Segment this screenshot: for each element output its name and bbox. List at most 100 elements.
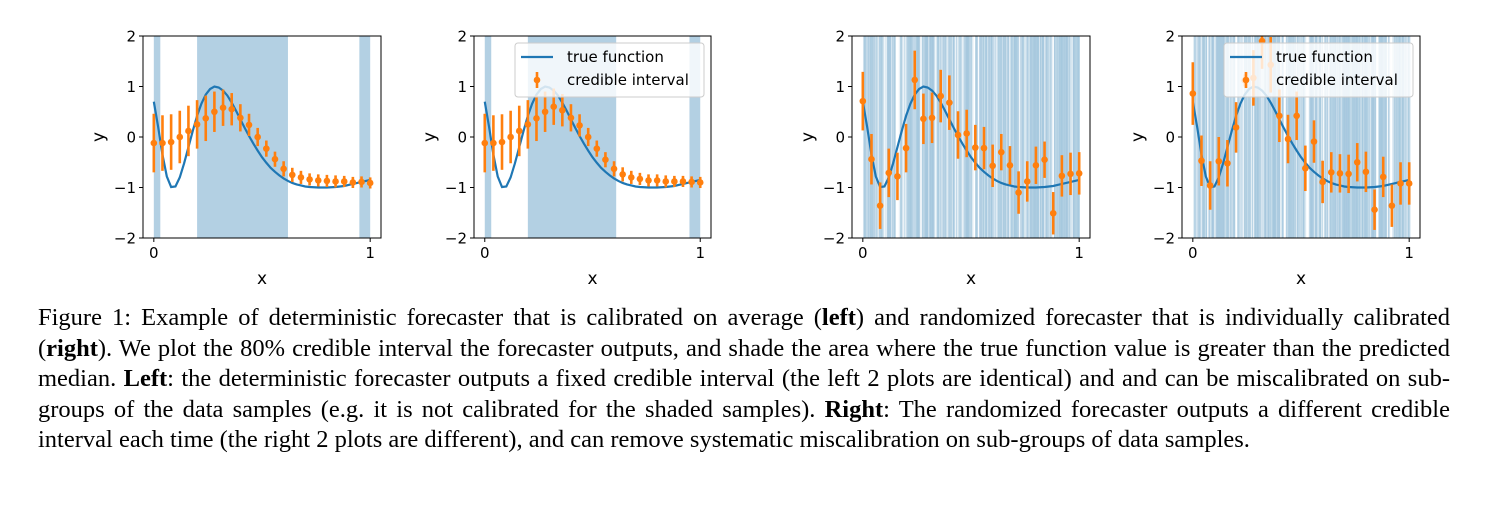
- legend-label: true function: [567, 48, 664, 66]
- shade-line: [1302, 36, 1305, 238]
- shade-band: [197, 36, 288, 238]
- median-marker: [619, 171, 626, 178]
- shade-line: [886, 36, 888, 238]
- shade-line: [1033, 36, 1036, 238]
- shade-line: [1331, 36, 1333, 238]
- median-marker: [323, 177, 331, 185]
- median-marker: [662, 178, 670, 185]
- shade-line: [1265, 36, 1268, 238]
- shade-line: [1029, 36, 1031, 238]
- shade-line: [1329, 36, 1332, 238]
- shade-line: [953, 36, 955, 238]
- shade-line: [1028, 36, 1031, 238]
- shade-line: [886, 36, 889, 238]
- credible-interval-point: [559, 94, 566, 127]
- shade-line: [1253, 36, 1255, 238]
- shade-line: [1303, 36, 1305, 238]
- x-tick-label: 0: [149, 244, 159, 262]
- median-marker: [1353, 158, 1361, 166]
- x-axis-label: x: [966, 269, 976, 289]
- shade-line: [1034, 36, 1036, 238]
- shade-line: [1405, 36, 1407, 238]
- y-tick-label: 0: [126, 129, 136, 147]
- credible-interval-point: [1276, 89, 1283, 143]
- shade-line: [939, 36, 941, 238]
- credible-interval-point: [593, 140, 601, 157]
- shade-line: [911, 36, 914, 238]
- shade-line: [1219, 36, 1221, 238]
- median-marker: [1379, 173, 1387, 181]
- shade-line: [1059, 36, 1061, 238]
- median-marker: [193, 121, 201, 128]
- median-marker: [602, 156, 609, 164]
- median-marker: [358, 178, 365, 186]
- shade-line: [913, 36, 916, 238]
- shade-line: [969, 36, 971, 238]
- credible-interval-point: [576, 114, 583, 137]
- shade-line: [1233, 36, 1235, 238]
- legend-label: true function: [1276, 48, 1373, 66]
- y-axis-label: y: [798, 132, 818, 142]
- shade-line: [976, 36, 978, 238]
- shade-line: [1392, 36, 1395, 238]
- credible-interval-point: [219, 89, 227, 126]
- shade-line: [960, 36, 962, 238]
- shade-line: [947, 36, 949, 238]
- shade-line: [880, 36, 882, 238]
- credible-interval-point: [498, 114, 506, 170]
- shade-line: [1006, 36, 1008, 238]
- shade-line: [1336, 36, 1339, 238]
- shade-line: [1256, 36, 1259, 238]
- credible-interval-point: [1032, 146, 1040, 184]
- shade-line: [1263, 36, 1266, 238]
- panel-right-2: −2 −1 0 1 2 0 1 x y true function credible interva…: [1128, 28, 1421, 289]
- median-marker: [167, 138, 175, 146]
- credible-interval-point: [1336, 154, 1344, 193]
- shade-line: [874, 36, 876, 238]
- shade-line: [1220, 36, 1223, 238]
- shade-line: [1072, 36, 1075, 238]
- credible-interval-point: [1371, 189, 1378, 230]
- y-tick-label: 1: [835, 78, 845, 96]
- shade-line: [1246, 36, 1249, 238]
- median-marker: [1388, 202, 1396, 209]
- shade-line: [1068, 36, 1070, 238]
- y-tick-label: −1: [114, 179, 136, 197]
- credible-interval-point: [271, 151, 279, 167]
- shade-line: [1299, 36, 1301, 238]
- shade-line: [1290, 36, 1292, 238]
- median-marker: [306, 176, 313, 183]
- shade-line: [1015, 36, 1017, 238]
- shade-line: [1381, 36, 1383, 238]
- credible-interval-point: [636, 172, 644, 185]
- shade-line: [1380, 36, 1383, 238]
- credible-interval-point: [954, 111, 962, 159]
- shade-line: [1237, 36, 1238, 238]
- median-marker: [559, 106, 566, 114]
- median-marker: [185, 127, 192, 135]
- credible-interval-point: [366, 177, 374, 189]
- shade-line: [1361, 36, 1364, 238]
- shade-line: [1326, 36, 1329, 238]
- y-tick-label: 2: [1165, 28, 1175, 46]
- median-marker: [533, 115, 540, 122]
- shade-line: [1364, 36, 1366, 238]
- shade-line: [1256, 36, 1258, 238]
- shade-line: [1269, 36, 1271, 238]
- y-axis-label: y: [1128, 132, 1148, 142]
- shade-line: [1386, 36, 1387, 238]
- credible-interval-point: [627, 170, 635, 184]
- shade-line: [1036, 36, 1038, 238]
- credible-interval-point: [567, 104, 575, 132]
- shade-line: [926, 36, 929, 238]
- shade-line: [1270, 36, 1273, 238]
- shade-line: [1003, 36, 1005, 238]
- credible-interval-point: [1041, 141, 1048, 178]
- caption-emphasis: right: [46, 334, 98, 362]
- shade-line: [1353, 36, 1355, 238]
- credible-interval-point: [193, 100, 201, 149]
- shade-line: [873, 36, 875, 238]
- credible-interval-point: [533, 95, 540, 142]
- shade-line: [1060, 36, 1062, 238]
- median-marker: [997, 148, 1005, 156]
